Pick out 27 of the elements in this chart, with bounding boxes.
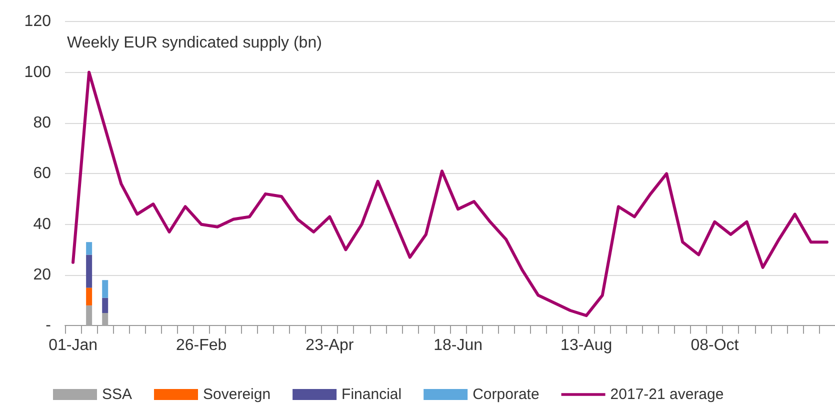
y-tick-label: 80 — [33, 114, 52, 132]
text: Weekly EUR syndicated supply (bn) — [67, 34, 322, 52]
y-tick-label: 100 — [24, 64, 52, 81]
y-tick-label: 60 — [33, 165, 52, 182]
x-tick-label: 23-Apr — [306, 337, 354, 354]
bar — [86, 242, 92, 255]
y-tick-label: - — [46, 317, 51, 334]
bar — [102, 298, 108, 314]
x-tick-label: 13-Aug — [560, 337, 612, 354]
x-tick-label: 08-Oct — [690, 337, 740, 354]
legend-label: SSA — [102, 386, 132, 403]
x-tick-label: 01-Jan — [48, 337, 98, 354]
legend-label: 2017-21 average — [610, 386, 724, 403]
legend-label: Financial — [342, 386, 402, 403]
bar — [86, 254, 92, 288]
y-tick-label: 20 — [33, 266, 52, 284]
legend-label: Corporate — [472, 386, 540, 403]
x-tick-label: 26-Feb — [176, 337, 227, 354]
legend-label: Sovereign — [203, 386, 271, 403]
bar — [102, 280, 108, 298]
bar — [86, 305, 92, 326]
y-tick-label: 120 — [24, 13, 52, 30]
y-tick-label: 40 — [33, 216, 52, 233]
line-series — [72, 70, 828, 318]
x-tick-label: 18-Jun — [434, 337, 482, 354]
bar — [86, 288, 92, 306]
bar — [102, 313, 108, 326]
